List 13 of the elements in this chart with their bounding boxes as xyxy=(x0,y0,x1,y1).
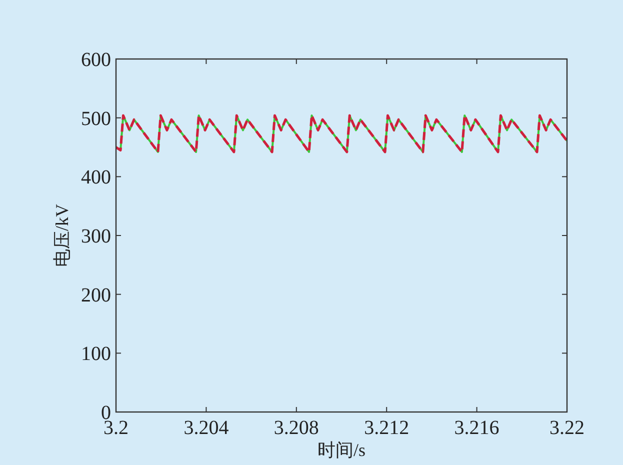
y-axis-title: 电压/kV xyxy=(52,204,72,267)
x-tick-label: 3.22 xyxy=(550,417,584,439)
x-tick-label: 3.216 xyxy=(454,417,500,439)
x-tick-label: 3.208 xyxy=(274,417,319,439)
y-tick-label: 600 xyxy=(81,49,111,71)
x-tick-label: 3.212 xyxy=(364,417,410,439)
x-axis-title: 时间/s xyxy=(317,440,366,460)
y-tick-label: 200 xyxy=(81,284,111,306)
y-tick-label: 500 xyxy=(81,108,111,130)
y-tick-label: 100 xyxy=(81,343,111,366)
y-tick-label: 300 xyxy=(81,226,111,248)
x-tick-label: 3.204 xyxy=(184,417,229,439)
y-tick-label: 400 xyxy=(81,166,111,189)
